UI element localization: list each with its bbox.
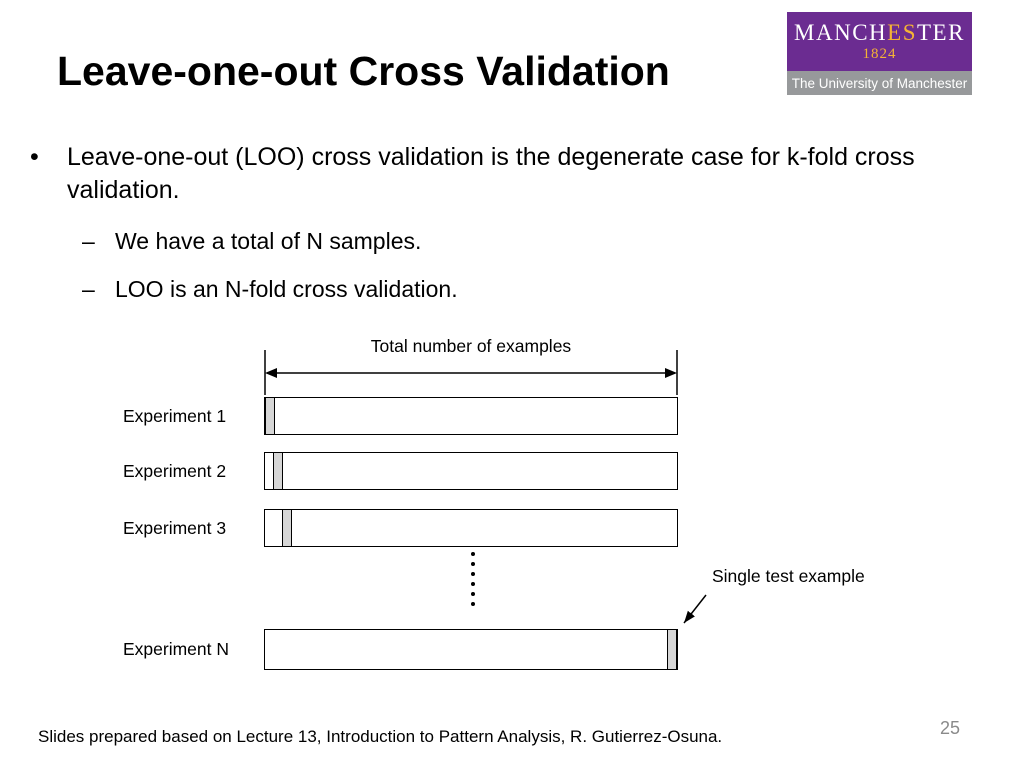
test-sample-strip bbox=[667, 630, 677, 669]
test-sample-strip bbox=[282, 510, 292, 546]
single-test-example-label: Single test example bbox=[712, 566, 865, 586]
bullet-marker: • bbox=[30, 143, 39, 171]
logo-word-start: MANCH bbox=[794, 20, 888, 45]
dash-marker: – bbox=[82, 228, 95, 254]
experiment-bar bbox=[264, 509, 678, 547]
experiment-label: Experiment 1 bbox=[123, 405, 227, 426]
experiment-bar bbox=[264, 452, 678, 490]
experiment-label: Experiment 3 bbox=[123, 517, 227, 538]
main-bullet: • Leave-one-out (LOO) cross validation i… bbox=[30, 141, 969, 207]
university-logo: MANCHESTER 1824 The University of Manche… bbox=[787, 12, 972, 95]
experiment-bar bbox=[264, 397, 678, 435]
sub-bullet-1-text: We have a total of N samples. bbox=[115, 228, 422, 254]
dot bbox=[471, 572, 475, 576]
logo-wordmark: MANCHESTER 1824 bbox=[787, 12, 972, 71]
dot bbox=[471, 552, 475, 556]
dot bbox=[471, 582, 475, 586]
annotation-arrow-icon bbox=[683, 594, 707, 624]
main-bullet-text: Leave-one-out (LOO) cross validation is … bbox=[67, 143, 915, 204]
test-sample-strip bbox=[273, 453, 283, 489]
experiment-row-1: Experiment 1 bbox=[123, 397, 678, 435]
dot bbox=[471, 602, 475, 606]
sub-bullet-1: – We have a total of N samples. bbox=[82, 226, 421, 256]
logo-year: 1824 bbox=[862, 46, 897, 62]
experiment-label: Experiment N bbox=[123, 639, 230, 659]
experiment-label: Experiment 2 bbox=[123, 460, 227, 481]
footer-credit: Slides prepared based on Lecture 13, Int… bbox=[38, 727, 723, 746]
dot bbox=[471, 562, 475, 566]
slide-title: Leave-one-out Cross Validation bbox=[57, 48, 670, 94]
diagram-top-label: Total number of examples bbox=[370, 336, 572, 356]
logo-word: MANCHESTER bbox=[794, 21, 965, 44]
experiment-bar bbox=[264, 629, 678, 670]
double-arrow-icon bbox=[264, 350, 678, 395]
logo-word-end: TER bbox=[917, 20, 965, 45]
sub-bullet-2-text: LOO is an N-fold cross validation. bbox=[115, 276, 458, 302]
logo-subtitle: The University of Manchester bbox=[787, 71, 972, 95]
page-number: 25 bbox=[940, 718, 961, 738]
test-sample-strip bbox=[265, 398, 275, 434]
dash-marker: – bbox=[82, 276, 95, 302]
ellipsis-dots bbox=[471, 552, 475, 606]
dot bbox=[471, 592, 475, 596]
experiment-row-3: Experiment 3 bbox=[123, 509, 678, 547]
experiment-row-N: Experiment N bbox=[123, 629, 678, 670]
experiment-row-2: Experiment 2 bbox=[123, 452, 678, 490]
sub-bullet-2: – LOO is an N-fold cross validation. bbox=[82, 274, 458, 304]
logo-word-mid: ES bbox=[887, 20, 917, 45]
